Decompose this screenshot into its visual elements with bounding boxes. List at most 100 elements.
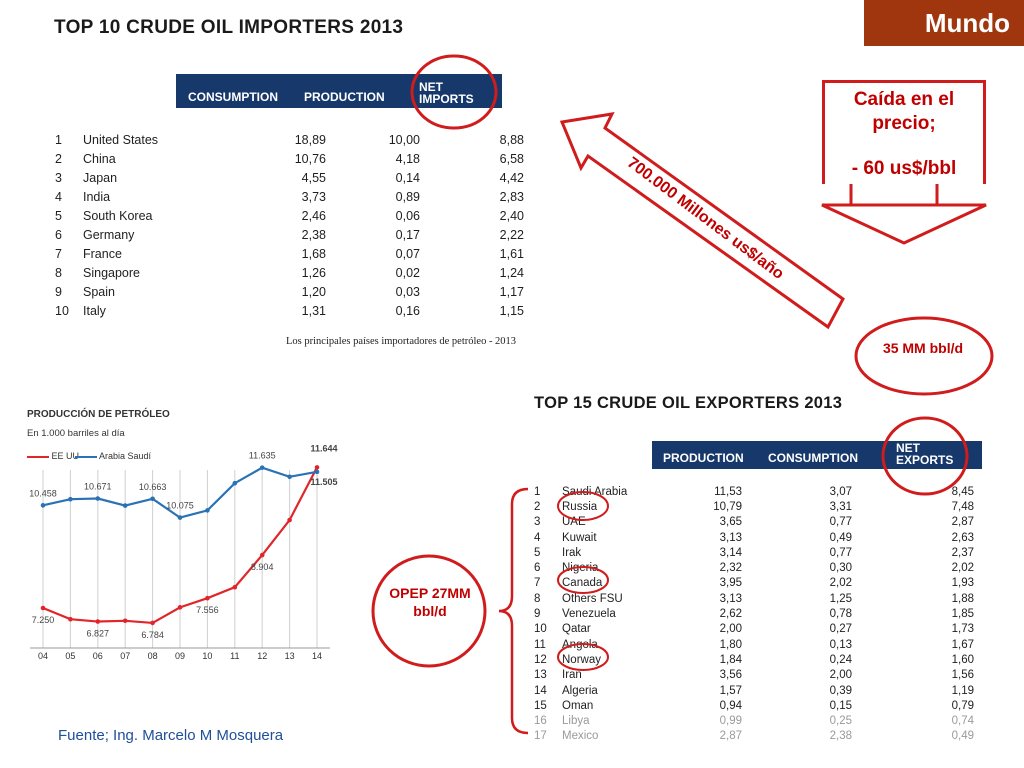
exporters-rank-cell: 2 <box>534 500 541 513</box>
exporters-rank-cell: 10 <box>534 623 547 636</box>
importers-country-cell: United States <box>83 132 159 147</box>
chart-point <box>95 619 101 624</box>
importers-rank-cell: 9 <box>55 284 62 299</box>
legend-swatch-arabia <box>75 455 97 458</box>
importers-value1-cell: 18,89 <box>294 132 326 147</box>
importers-rank-cell: 2 <box>55 151 62 166</box>
importers-country-cell: Italy <box>83 303 106 318</box>
chart-x-tick: 12 <box>257 651 267 661</box>
chart-x-tick: 05 <box>65 651 75 661</box>
exporters-rank-cell: 4 <box>534 531 541 544</box>
exporters-value3-cell: 2,02 <box>951 562 974 575</box>
exporters-rank-cell: 7 <box>534 577 541 590</box>
exporters-country-cell: Mexico <box>562 730 599 743</box>
exporters-value3-cell: 1,67 <box>951 638 974 651</box>
importers-value3-cell: 2,40 <box>499 208 524 223</box>
exporters-rank-cell: 16 <box>534 715 547 728</box>
exporters-header-production: PRODUCTION <box>663 451 744 465</box>
chart-x-tick: 13 <box>285 651 295 661</box>
exporters-header-consumption: CONSUMPTION <box>768 451 858 465</box>
chart-subtitle: En 1.000 barriles al día <box>27 428 125 439</box>
chart-point <box>314 469 320 475</box>
exporters-value1-cell: 1,57 <box>719 684 742 697</box>
importers-value1-cell: 2,38 <box>301 227 326 242</box>
exporters-row: 10 Qatar 2,00 0,27 1,73 <box>534 622 974 637</box>
exporters-value3-cell: 0,74 <box>951 715 974 728</box>
exporters-value2-cell: 0,15 <box>829 699 852 712</box>
importers-value1-cell: 1,20 <box>301 284 326 299</box>
chart-point <box>287 517 292 523</box>
exporters-country-cell: Oman <box>562 699 594 712</box>
exporters-value2-cell: 0,25 <box>829 715 852 728</box>
importers-value1-cell: 3,73 <box>301 189 326 204</box>
chart-point <box>259 465 265 470</box>
exporters-row: 9 Venezuela 2,62 0,78 1,85 <box>534 606 974 621</box>
chart-x-tick: 11 <box>230 651 239 661</box>
chart-point <box>259 552 265 558</box>
exporters-value2-cell: 2,00 <box>829 669 852 682</box>
importers-country-cell: South Korea <box>83 208 153 223</box>
exporters-value2-cell: 0,27 <box>829 623 852 636</box>
exporters-country-cell: Algeria <box>562 684 598 697</box>
importers-value3-cell: 8,88 <box>499 132 524 147</box>
exporters-value2-cell: 1,25 <box>829 592 852 605</box>
exporters-value3-cell: 0,79 <box>951 699 974 712</box>
exporters-value1-cell: 3,56 <box>719 669 742 682</box>
exporters-country-cell: Iran <box>562 669 582 682</box>
exporters-rank-cell: 12 <box>534 653 547 666</box>
chart-data-label: 10.458 <box>29 488 57 498</box>
exporters-row: 15 Oman 0,94 0,15 0,79 <box>534 698 974 713</box>
price-drop-value: - 60 us$/bbl <box>851 158 957 179</box>
exporters-rank-cell: 5 <box>534 546 541 559</box>
importers-rank-cell: 4 <box>55 189 62 204</box>
chart-x-tick: 07 <box>120 651 130 661</box>
importers-value1-cell: 1,26 <box>301 265 326 280</box>
chart-point <box>232 584 238 590</box>
exporters-value3-cell: 1,60 <box>951 653 974 666</box>
exporters-country-cell: Irak <box>562 546 582 559</box>
chart-data-label: 7.556 <box>196 605 219 615</box>
exporters-value1-cell: 10,79 <box>713 500 742 513</box>
chart-point <box>68 496 73 502</box>
exporters-value2-cell: 3,31 <box>829 500 852 513</box>
chart-data-label: 10.671 <box>84 482 112 492</box>
exporters-rank-cell: 15 <box>534 699 547 712</box>
importers-header-consumption: CONSUMPTION <box>188 90 278 104</box>
exporters-value1-cell: 3,13 <box>719 531 742 544</box>
exporters-value1-cell: 2,00 <box>719 623 742 636</box>
importers-value2-cell: 0,07 <box>395 246 420 261</box>
exporters-rank-cell: 11 <box>534 638 546 651</box>
importers-row: 9 Spain 1,20 0,03 1,17 <box>55 282 524 301</box>
legend-swatch-eeuu <box>27 455 49 458</box>
importers-row: 2 China 10,76 4,18 6,58 <box>55 149 524 168</box>
importers-row: 8 Singapore 1,26 0,02 1,24 <box>55 263 524 282</box>
chart-point <box>177 605 183 610</box>
chart-x-tick: 14 <box>312 651 322 661</box>
legend-item-arabia: Arabia Saudí <box>75 451 151 461</box>
source-footer: Fuente; Ing. Marcelo M Mosquera <box>58 727 284 744</box>
exporters-value2-cell: 0,39 <box>829 684 852 697</box>
exporters-value1-cell: 3,13 <box>719 592 742 605</box>
chart-x-tick: 04 <box>38 651 48 661</box>
price-drop-box <box>822 80 986 184</box>
exporters-country-cell: Qatar <box>562 623 591 636</box>
importers-table: 1 United States 18,89 10,00 8,88 2 China 10,76 4… <box>55 130 524 320</box>
exporters-value1-cell: 0,94 <box>719 699 742 712</box>
chart-point <box>68 616 73 622</box>
chart-point <box>150 496 155 502</box>
chart-x-tick: 09 <box>175 651 185 661</box>
chart-point <box>95 496 101 501</box>
exporters-rank-cell: 13 <box>534 669 547 682</box>
importers-value3-cell: 1,24 <box>499 265 524 280</box>
importers-value2-cell: 0,89 <box>395 189 420 204</box>
chart-point <box>232 480 238 486</box>
importers-value3-cell: 2,83 <box>499 189 524 204</box>
chart-point <box>40 605 46 611</box>
importers-title: TOP 10 CRUDE OIL IMPORTERS 2013 <box>54 17 404 38</box>
exporters-row: 5 Irak 3,14 0,77 2,37 <box>534 545 974 560</box>
exporters-row: 16 Libya 0,99 0,25 0,74 <box>534 713 974 728</box>
importers-value2-cell: 0,02 <box>395 265 420 280</box>
exporters-row: 4 Kuwait 3,13 0,49 2,63 <box>534 530 974 545</box>
price-drop-text: Caída en el precio; <box>853 89 955 134</box>
